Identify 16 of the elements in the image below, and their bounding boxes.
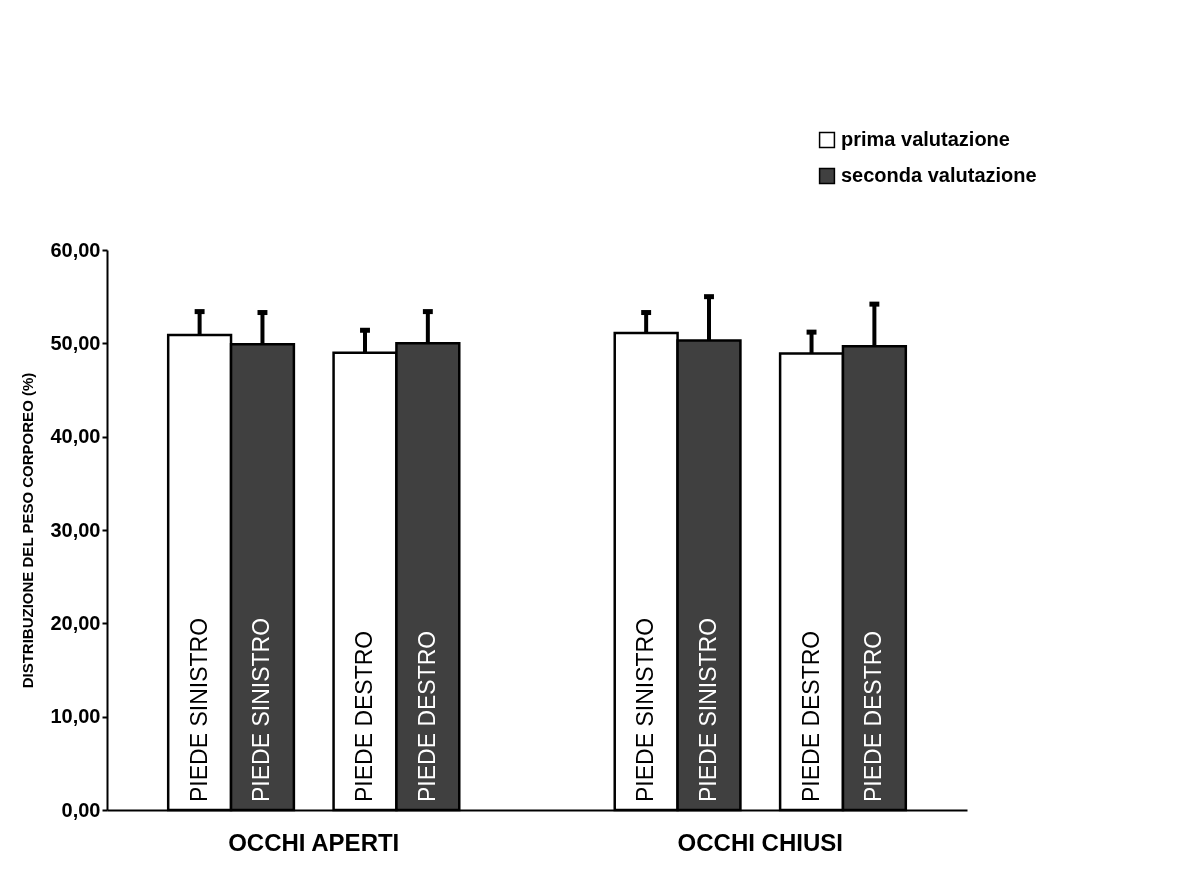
x-tick-label: PIEDE DESTRO [860,630,887,802]
y-tick-label: 60,00 [50,238,101,261]
y-tick-label: 40,00 [50,425,101,448]
x-tick-label: PIEDE SINISTRO [632,617,659,802]
y-tick-label: 30,00 [50,518,101,541]
y-tick-label: 0,00 [61,798,101,821]
x-tick-label: PIEDE DESTRO [413,630,440,802]
text: OCCHI CHIUSI [677,829,843,856]
y-tick-label: 50,00 [50,331,101,354]
legend-label: seconda valutazione [841,164,1037,186]
y-tick-label: 10,00 [50,705,101,728]
text: OCCHI APERTI [228,829,400,856]
legend-label: prima valutazione [841,128,1010,150]
y-axis-title: DISTRIBUZIONE DEL PESO CORPOREO (%) [19,372,37,689]
x-tick-label: PIEDE SINISTRO [185,617,212,802]
y-tick-label: 20,00 [50,611,101,634]
